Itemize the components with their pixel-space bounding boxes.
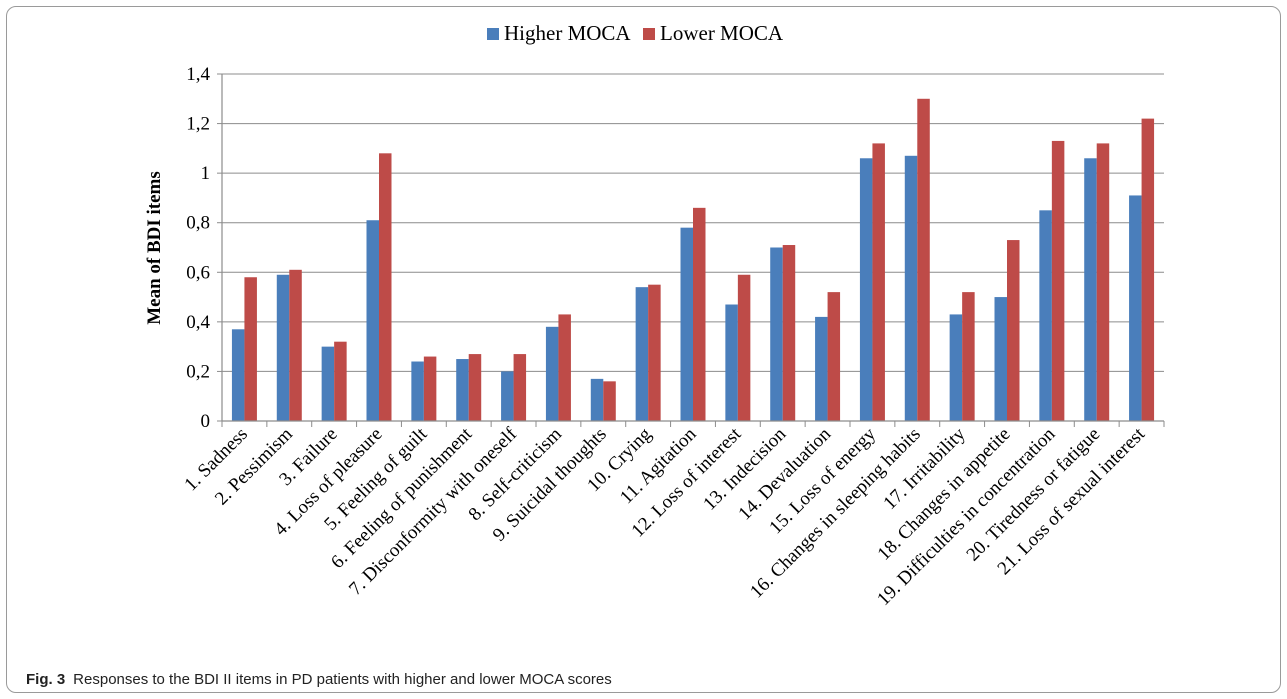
- bar-higher-moca: [231, 329, 245, 421]
- bar-higher-moca: [859, 158, 873, 421]
- bar-lower-moca: [289, 269, 302, 421]
- bar-higher-moca: [1084, 158, 1097, 421]
- bar-higher-moca: [276, 274, 290, 421]
- bar-higher-moca: [501, 371, 514, 421]
- bar-higher-moca: [725, 304, 738, 421]
- bar-lower-moca: [917, 98, 930, 422]
- bar-higher-moca: [635, 287, 649, 421]
- y-tick-label: 1,4: [186, 64, 210, 85]
- axes: [221, 74, 1164, 422]
- bar-higher-moca: [456, 359, 469, 421]
- bar-lower-moca: [962, 292, 975, 421]
- bar-lower-moca: [827, 292, 841, 421]
- bar-lower-moca: [1007, 240, 1020, 421]
- bar-lower-moca: [1141, 118, 1155, 421]
- bar-higher-moca: [904, 155, 918, 422]
- legend-swatch: [643, 28, 655, 40]
- bar-higher-moca: [545, 326, 559, 421]
- y-axis-label: Mean of BDI items: [144, 171, 165, 325]
- legend-label: Higher MOCA: [504, 21, 631, 45]
- bar-lower-moca: [423, 356, 437, 421]
- bar-lower-moca: [513, 354, 527, 421]
- bar-lower-moca: [558, 314, 571, 421]
- bar-lower-moca: [603, 381, 616, 421]
- bar-higher-moca: [321, 346, 335, 421]
- bar-lower-moca: [782, 245, 796, 421]
- bar-higher-moca: [411, 361, 424, 421]
- bar-lower-moca: [648, 284, 661, 421]
- y-tick-label: 0: [201, 411, 211, 432]
- figure-frame: [6, 6, 1281, 693]
- figure-caption: Fig. 3 Responses to the BDI II items in P…: [26, 671, 612, 688]
- bar-higher-moca: [1039, 210, 1052, 421]
- bar-lower-moca: [334, 341, 347, 421]
- bar-higher-moca: [770, 247, 783, 421]
- y-tick-label: 0,2: [186, 361, 210, 382]
- bar-lower-moca: [737, 274, 751, 421]
- bar-higher-moca: [815, 316, 828, 421]
- bar-lower-moca: [872, 143, 885, 421]
- caption-text: Responses to the BDI II items in PD pati…: [73, 671, 612, 688]
- bars: [231, 98, 1155, 422]
- bar-higher-moca: [994, 297, 1007, 421]
- bar-lower-moca: [468, 354, 482, 421]
- bar-higher-moca: [1129, 195, 1142, 421]
- legend-swatch: [487, 28, 499, 40]
- y-tick-label: 0,8: [186, 213, 210, 234]
- y-tick-label: 0,4: [186, 312, 210, 333]
- y-axis-ticks: 0 0,2 0,4 0,6 0,8 1 1,2 1,4: [186, 64, 222, 432]
- y-tick-label: 0,6: [186, 262, 210, 283]
- y-tick-label: 1,2: [186, 114, 210, 135]
- y-tick-label: 1: [201, 163, 211, 184]
- bar-lower-moca: [379, 153, 392, 422]
- legend: Higher MOCA Lower MOCA: [487, 21, 784, 45]
- legend-label: Lower MOCA: [660, 21, 784, 45]
- bar-lower-moca: [1051, 140, 1065, 421]
- figure-label: Fig. 3: [26, 671, 66, 688]
- bar-higher-moca: [366, 220, 379, 421]
- bar-higher-moca: [949, 314, 963, 421]
- bar-higher-moca: [590, 378, 604, 421]
- bar-lower-moca: [1096, 143, 1110, 421]
- bar-lower-moca: [693, 207, 706, 421]
- bar-higher-moca: [680, 227, 693, 421]
- bar-lower-moca: [244, 277, 257, 421]
